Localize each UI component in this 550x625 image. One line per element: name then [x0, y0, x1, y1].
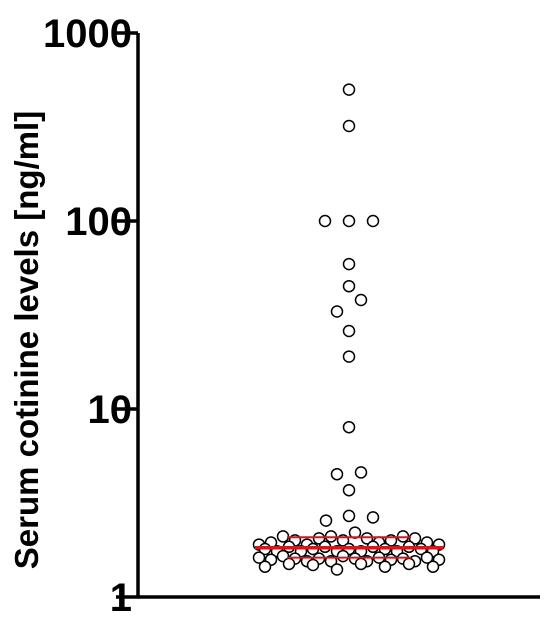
data-point	[306, 558, 320, 572]
y-tick-label: 1	[110, 576, 132, 620]
data-point	[366, 511, 380, 524]
summary-lines	[255, 536, 443, 559]
y-axis-ticks	[116, 31, 138, 599]
data-point	[318, 214, 332, 228]
data-point	[354, 557, 368, 571]
data-point	[330, 305, 344, 318]
data-point	[330, 563, 344, 576]
data-point	[378, 560, 392, 573]
y-axis-title: Serum cotinine levels [ng/ml]	[8, 111, 45, 569]
data-point	[319, 514, 333, 527]
y-tick-label: 10	[88, 388, 133, 432]
data-point	[342, 483, 356, 497]
data-point	[252, 551, 266, 564]
y-axis-tick-labels: 1 10 100 1000	[43, 12, 132, 620]
data-point	[282, 557, 296, 571]
data-point	[342, 119, 356, 133]
data-point	[354, 466, 368, 479]
data-point	[354, 293, 368, 307]
data-point	[342, 324, 356, 338]
data-point	[342, 257, 356, 271]
data-point	[342, 214, 356, 228]
data-point	[408, 532, 422, 545]
data-point	[258, 560, 272, 573]
data-point	[342, 350, 356, 363]
data-point	[342, 279, 356, 293]
data-points	[252, 83, 446, 576]
data-point	[336, 549, 350, 563]
data-point	[360, 532, 374, 545]
data-point	[402, 557, 416, 571]
data-point	[426, 560, 440, 573]
data-point	[420, 551, 434, 564]
data-point	[342, 83, 356, 96]
data-point	[342, 420, 356, 434]
y-tick-label: 100	[65, 200, 132, 244]
data-point	[330, 467, 344, 481]
data-point	[342, 509, 356, 523]
axes	[136, 33, 540, 599]
data-point	[312, 532, 326, 545]
data-point	[366, 214, 380, 228]
data-point	[276, 530, 290, 543]
y-tick-label: 1000	[43, 12, 132, 56]
